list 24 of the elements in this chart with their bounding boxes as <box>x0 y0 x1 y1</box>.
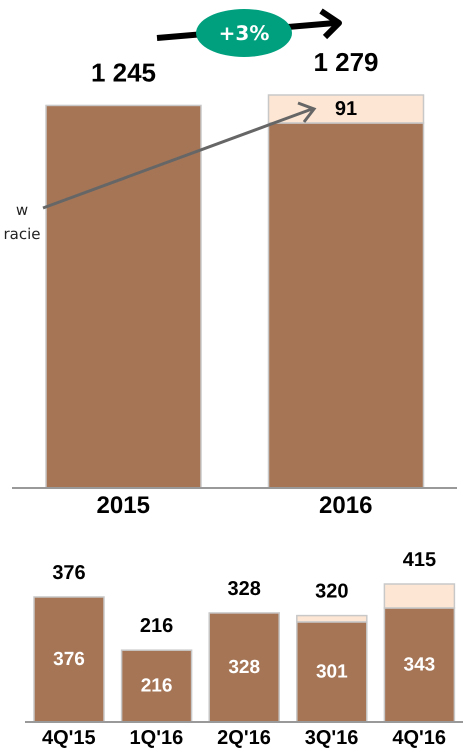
data-label: 216 <box>140 676 172 697</box>
total-label: 415 <box>402 549 436 571</box>
x-tick-label: 2016 <box>319 492 372 520</box>
total-label: 1 279 <box>313 47 379 77</box>
x-tick-label: 4Q'16 <box>392 727 446 750</box>
data-label: 343 <box>404 654 436 676</box>
x-tick-label: 1Q'16 <box>130 727 184 750</box>
x-tick-label: 3Q'16 <box>304 727 358 750</box>
total-label: 1 245 <box>90 57 156 88</box>
x-tick-label: 2015 <box>96 492 150 520</box>
total-label: 376 <box>52 562 86 584</box>
data-label: 301 <box>316 661 348 682</box>
total-label: 328 <box>228 578 261 600</box>
x-tick-label: 4Q'15 <box>42 727 96 750</box>
data-label: 91 <box>334 98 358 120</box>
bar <box>33 596 105 723</box>
bar <box>120 649 192 723</box>
total-label: 216 <box>140 615 174 638</box>
data-label: 328 <box>228 656 260 678</box>
x-tick-label: 2Q'16 <box>217 727 271 750</box>
bar <box>208 612 280 723</box>
total-label: 320 <box>315 580 348 603</box>
data-label: 376 <box>53 648 85 670</box>
annotation: w racie <box>2 200 42 245</box>
